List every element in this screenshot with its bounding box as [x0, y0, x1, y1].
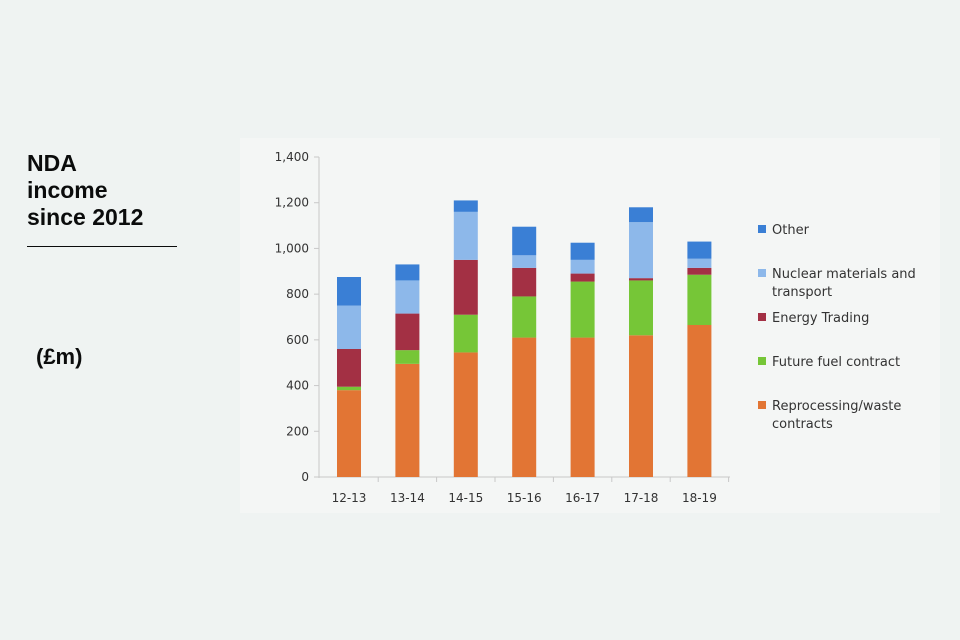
headline-line-1: NDA: [27, 150, 77, 176]
bar-fuel-18-19: [687, 274, 712, 325]
legend-swatch-nuclear: [758, 269, 766, 277]
y-tick-label: 1,000: [275, 241, 309, 255]
bar-reprocessing-15-16: [512, 337, 537, 477]
x-tick-label: 18-19: [682, 491, 717, 505]
y-tick-label: 0: [301, 470, 309, 484]
bar-energy-12-13: [337, 349, 361, 387]
legend-label-reprocessing: Reprocessing/waste: [772, 399, 901, 414]
bar-reprocessing-16-17: [570, 337, 595, 477]
bar-reprocessing-17-18: [629, 335, 653, 477]
bar-other-12-13: [337, 277, 361, 306]
bar-nuclear-17-18: [629, 222, 653, 279]
bar-fuel-15-16: [512, 296, 537, 338]
x-tick-label: 12-13: [332, 491, 367, 505]
legend-swatch-fuel: [758, 357, 766, 365]
x-tick-label: 14-15: [448, 491, 483, 505]
bar-nuclear-14-15: [453, 211, 478, 260]
y-tick-label: 1,200: [275, 196, 309, 210]
x-tick-label: 16-17: [565, 491, 600, 505]
bar-reprocessing-18-19: [687, 325, 712, 477]
bar-fuel-17-18: [629, 280, 653, 336]
bar-nuclear-16-17: [570, 259, 595, 274]
x-tick-label: 15-16: [507, 491, 542, 505]
bar-nuclear-18-19: [687, 258, 712, 268]
bar-reprocessing-14-15: [453, 352, 478, 477]
unit-label: (£m): [36, 344, 83, 369]
bar-fuel-16-17: [570, 281, 595, 338]
bar-energy-18-19: [687, 267, 712, 275]
y-tick-label: 600: [286, 333, 309, 347]
bar-other-17-18: [629, 207, 653, 223]
chart-headline: NDA income since 2012: [27, 150, 187, 231]
bar-energy-16-17: [570, 273, 595, 282]
legend-swatch-energy: [758, 313, 766, 321]
bar-reprocessing-12-13: [337, 390, 361, 477]
legend-label-other: Other: [772, 223, 810, 238]
legend-label-nuclear: Nuclear materials and: [772, 267, 916, 282]
legend-label-energy: Energy Trading: [772, 311, 869, 326]
bar-energy-15-16: [512, 267, 537, 297]
bar-fuel-12-13: [337, 386, 361, 391]
legend-swatch-other: [758, 225, 766, 233]
bar-energy-14-15: [453, 259, 478, 315]
bar-reprocessing-13-14: [395, 363, 420, 477]
bar-energy-13-14: [395, 313, 420, 351]
x-tick-label: 17-18: [624, 491, 659, 505]
legend-label-fuel: Future fuel contract: [772, 355, 900, 370]
headline-divider: [27, 246, 177, 247]
y-tick-label: 1,400: [275, 150, 309, 164]
bar-nuclear-13-14: [395, 280, 420, 314]
y-tick-label: 800: [286, 287, 309, 301]
legend-label-nuclear: transport: [772, 285, 832, 300]
y-tick-label: 200: [286, 424, 309, 438]
bar-fuel-14-15: [453, 314, 478, 353]
headline-line-3: since 2012: [27, 204, 144, 230]
bar-other-16-17: [570, 242, 595, 260]
bar-other-18-19: [687, 241, 712, 259]
legend-swatch-reprocessing: [758, 401, 766, 409]
x-tick-label: 13-14: [390, 491, 425, 505]
bar-other-13-14: [395, 264, 420, 281]
bar-nuclear-15-16: [512, 255, 537, 268]
y-tick-label: 400: [286, 379, 309, 393]
bar-energy-17-18: [629, 278, 653, 281]
legend-label-reprocessing: contracts: [772, 417, 833, 432]
bar-nuclear-12-13: [337, 305, 361, 349]
bar-other-14-15: [453, 200, 478, 212]
headline-line-2: income: [27, 177, 108, 203]
bar-fuel-13-14: [395, 350, 420, 364]
bar-other-15-16: [512, 226, 537, 256]
